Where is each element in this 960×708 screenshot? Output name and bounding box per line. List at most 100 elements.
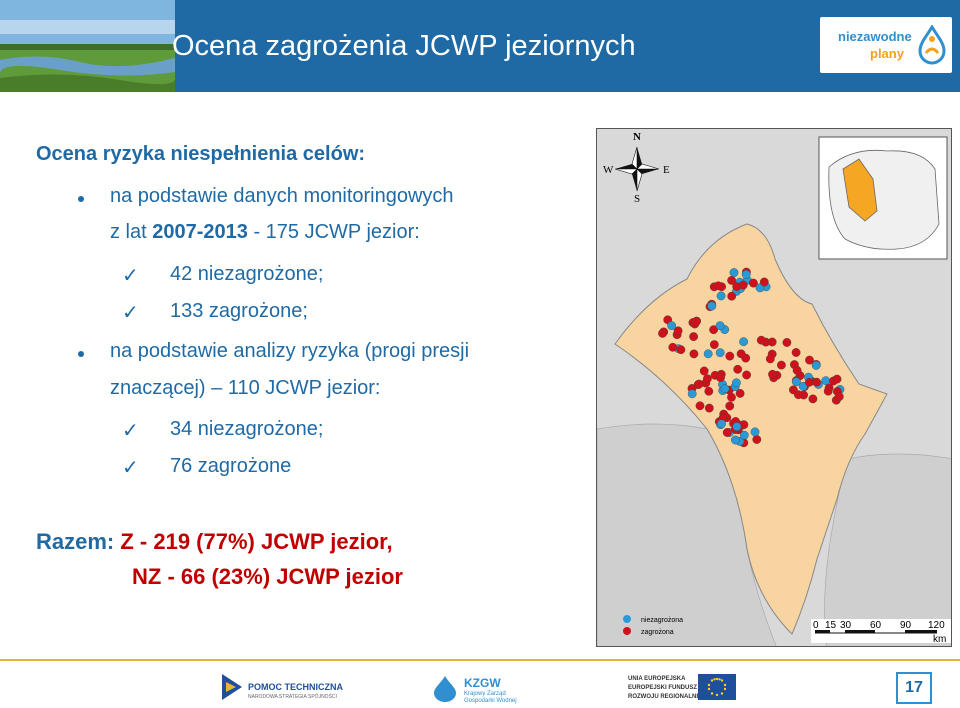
lake-point-threatened [736, 349, 746, 359]
legend-red-dot [623, 627, 631, 635]
lake-point-threatened [808, 394, 818, 404]
niezawodne-plany-logo: niezawodne plany [820, 17, 952, 73]
lake-point-not-threatened [716, 291, 726, 301]
lakes-risk-map: N S E W niezagrożona zagrożona 0 15 30 60 90… [596, 128, 952, 647]
lake-point-not-threatened [729, 268, 739, 278]
lake-point-threatened [709, 340, 719, 350]
summary-label: Razem: [36, 529, 121, 554]
lake-point-threatened [691, 317, 701, 327]
section-heading: Ocena ryzyka niespełnienia celów: [36, 143, 366, 165]
kzgw-logo-icon [434, 676, 456, 702]
footer-eu3: ROZWOJU REGIONALNEGO [628, 694, 710, 700]
lake-point-threatened [776, 360, 786, 370]
compass-n: N [633, 131, 641, 143]
region-outline [614, 223, 888, 635]
bullet-dot [78, 351, 84, 357]
checkmark-icon: ✓ [122, 420, 139, 442]
lake-point-threatened [689, 349, 699, 359]
scale-label: 15 [825, 620, 837, 631]
bullet2-line1: na podstawie analizy ryzyka (progi presj… [110, 340, 470, 362]
lake-point-threatened [782, 338, 792, 347]
lake-point-threatened [735, 388, 745, 398]
scale-label: 90 [900, 620, 912, 631]
footer-kzgw: KZGW [464, 676, 501, 690]
lake-point-threatened [733, 364, 743, 374]
lake-point-threatened [748, 278, 758, 288]
lake-points [658, 267, 845, 448]
lake-point-not-threatened [811, 360, 821, 370]
water-drop-icon [918, 25, 946, 65]
scale-labels: 0 15 30 60 90 120 [813, 620, 945, 631]
footer-eu2: EUROPEJSKI FUNDUSZ [628, 685, 698, 691]
lake-point-threatened [658, 328, 667, 338]
lake-point-threatened [834, 392, 844, 401]
lake-point-threatened [792, 365, 802, 375]
lake-point-threatened [832, 374, 842, 384]
bullet1-check1: 42 niezagrożone; [170, 263, 324, 285]
bullet1-prefix: z lat [110, 221, 153, 243]
lake-point-threatened [673, 326, 683, 336]
footer-kzgw-sub2: Gospodarki Wodnej [464, 698, 517, 704]
lake-point-threatened [768, 369, 777, 379]
lake-point-threatened [788, 385, 798, 395]
lake-point-not-threatened [739, 337, 749, 347]
lake-point-threatened [756, 335, 766, 345]
bullet2-line2: znaczącej) – 110 JCWP jezior: [110, 377, 381, 399]
footer-eu1: UNIA EUROPEJSKA [628, 676, 686, 682]
lake-point-not-threatened [703, 349, 713, 359]
lake-point-threatened [725, 351, 735, 361]
lake-point-threatened [732, 282, 742, 292]
scale-label: 120 [928, 620, 945, 631]
bullet1-years: 2007-2013 [152, 221, 248, 243]
bullet2-check1: 34 niezagrożone; [170, 418, 324, 440]
compass-w: W [603, 164, 614, 176]
summary-line1: Razem: Z - 219 (77%) JCWP jezior, [36, 529, 393, 555]
lake-point-threatened [752, 435, 762, 444]
lake-point-not-threatened [730, 435, 740, 445]
summary-threatened: Z - 219 (77%) JCWP jezior, [120, 529, 393, 554]
bullet-dot [78, 196, 84, 202]
checkmark-icon: ✓ [122, 302, 139, 324]
scale-label: 30 [840, 620, 852, 631]
lake-point-threatened [694, 379, 704, 389]
eu-flag-icon [698, 674, 736, 700]
legend-zagrozona: zagrożona [641, 629, 674, 636]
lake-point-threatened [699, 366, 709, 376]
logo-text-line1: niezawodne [838, 29, 912, 44]
page-title: Ocena zagrożenia JCWP jeziornych [172, 30, 636, 62]
lake-point-threatened [725, 401, 735, 411]
bullet1-line1: na podstawie danych monitoringowych [110, 185, 454, 207]
scale-label: 60 [870, 620, 882, 631]
header-bar: Ocena zagrożenia JCWP jeziornych niezawo… [0, 0, 960, 92]
pomoc-techniczna-logo-icon [222, 674, 242, 700]
lake-point-threatened [709, 325, 719, 335]
checkmark-icon: ✓ [122, 265, 139, 287]
summary-not-threatened: NZ - 66 (23%) JCWP jezior [132, 564, 403, 589]
bullet1-check2: 133 zagrożone; [170, 300, 308, 322]
lake-point-not-threatened [720, 384, 730, 394]
lake-point-not-threatened [741, 269, 751, 279]
lake-point-threatened [676, 345, 686, 355]
lake-point-not-threatened [731, 378, 741, 388]
lake-point-not-threatened [715, 321, 725, 331]
lake-point-threatened [727, 291, 737, 301]
lake-point-threatened [767, 337, 777, 347]
lake-point-threatened [716, 373, 725, 383]
lake-point-threatened [668, 342, 678, 352]
bullet1-line2: z lat 2007-2013 - 175 JCWP jezior: [110, 221, 420, 244]
header-landscape-image [0, 0, 175, 92]
compass-s: S [634, 193, 640, 205]
scale-label: 0 [813, 620, 819, 631]
lake-point-not-threatened [750, 427, 760, 437]
lake-point-threatened [704, 403, 714, 413]
lake-point-threatened [742, 370, 752, 380]
lake-point-not-threatened [715, 348, 725, 358]
compass-rose-icon [614, 146, 660, 192]
footer-divider [0, 659, 960, 661]
lake-point-threatened [695, 401, 705, 411]
bullet1-suffix: - 175 JCWP jezior: [247, 221, 420, 243]
legend-blue-dot [623, 615, 631, 623]
lake-point-threatened [689, 332, 699, 342]
lake-point-not-threatened [739, 430, 749, 440]
page-number: 17 [896, 672, 932, 704]
